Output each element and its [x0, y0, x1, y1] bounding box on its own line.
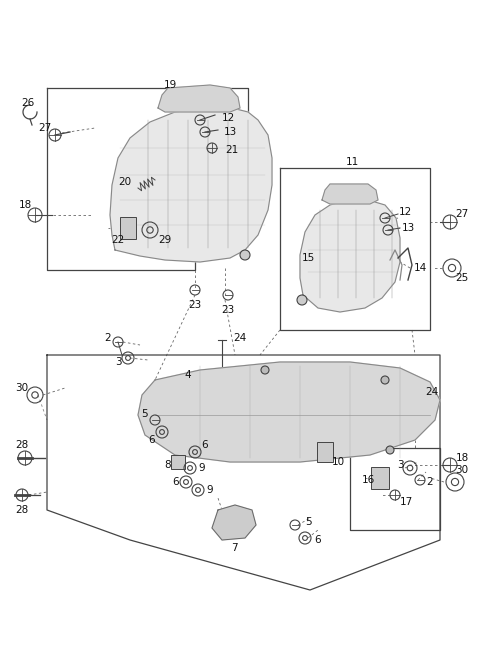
Text: 20: 20 [119, 177, 132, 187]
Text: 3: 3 [396, 460, 403, 470]
Text: 4: 4 [185, 370, 192, 380]
Text: 13: 13 [223, 127, 237, 137]
Circle shape [386, 446, 394, 454]
Polygon shape [110, 108, 272, 262]
Bar [171, 455, 185, 469]
Text: 30: 30 [15, 383, 29, 393]
Polygon shape [300, 200, 400, 312]
Bar [120, 217, 136, 239]
Circle shape [297, 295, 307, 305]
Text: 24: 24 [233, 333, 247, 343]
Text: 18: 18 [456, 453, 468, 463]
Circle shape [381, 376, 389, 384]
Polygon shape [322, 184, 378, 204]
Text: 19: 19 [163, 80, 177, 90]
Text: 28: 28 [15, 505, 29, 515]
Text: 11: 11 [346, 157, 359, 167]
Text: 6: 6 [173, 477, 180, 487]
Text: 27: 27 [38, 123, 52, 133]
Text: 18: 18 [18, 200, 32, 210]
Text: 25: 25 [456, 273, 468, 283]
Text: 6: 6 [202, 440, 208, 450]
Text: 16: 16 [361, 475, 374, 485]
Text: 23: 23 [188, 300, 202, 310]
Text: 30: 30 [456, 465, 468, 475]
Text: 12: 12 [398, 207, 412, 217]
Bar [317, 442, 333, 462]
Text: 17: 17 [399, 497, 413, 507]
Text: 2: 2 [427, 477, 433, 487]
Polygon shape [158, 85, 240, 112]
Circle shape [240, 250, 250, 260]
Text: 6: 6 [149, 435, 156, 445]
Text: 5: 5 [305, 517, 312, 527]
Circle shape [261, 366, 269, 374]
Text: 12: 12 [221, 113, 235, 123]
Text: 28: 28 [15, 440, 29, 450]
Text: 26: 26 [22, 98, 35, 108]
Text: 14: 14 [413, 263, 427, 273]
Text: 13: 13 [401, 223, 415, 233]
Text: 10: 10 [331, 457, 345, 467]
Text: 23: 23 [221, 305, 235, 315]
Text: 15: 15 [301, 253, 314, 263]
Text: 2: 2 [105, 333, 111, 343]
Text: 27: 27 [456, 209, 468, 219]
Text: 8: 8 [165, 460, 171, 470]
Text: 9: 9 [207, 485, 213, 495]
Text: 9: 9 [199, 463, 205, 473]
Text: 24: 24 [425, 387, 439, 397]
Polygon shape [138, 362, 440, 462]
Polygon shape [212, 505, 256, 540]
Text: 21: 21 [226, 145, 239, 155]
Text: 7: 7 [231, 543, 237, 553]
Bar [371, 467, 389, 489]
Text: 6: 6 [315, 535, 321, 545]
Text: 3: 3 [115, 357, 121, 367]
Text: 5: 5 [141, 409, 147, 419]
Text: 22: 22 [111, 235, 125, 245]
Text: 29: 29 [158, 235, 172, 245]
